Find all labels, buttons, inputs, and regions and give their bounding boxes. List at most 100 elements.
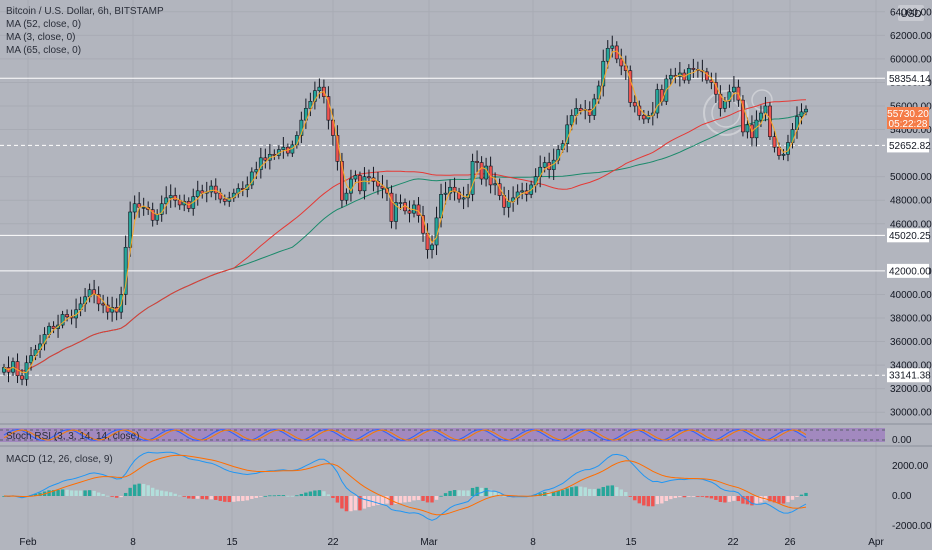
macd-hist-bar [718,496,723,502]
macd-hist-bar [804,492,808,496]
macd-hist-bar [592,489,596,496]
macd-hist-bar [308,491,313,496]
macd-hist-bar [651,496,655,507]
macd-hist-bar [385,496,389,504]
macd-hist-bar [452,490,457,496]
ma-52-label: MA (52, close, 0) [6,19,81,30]
macd-hist-bar [799,494,804,496]
macd-hist-bar [326,494,331,496]
macd-hist-bar [714,496,718,500]
macd-hist-bar [790,496,795,500]
macd-hist-bar [69,490,74,496]
macd-hist-bar [497,493,502,496]
macd-hist-bar [227,496,231,503]
macd-hist-bar [547,492,551,496]
macd-hist-bar [254,496,259,498]
macd-hist-bar [119,496,123,498]
candle-body [799,111,804,117]
candle-body [340,161,344,201]
candle-body [430,244,434,250]
candle-body [150,209,155,221]
macd-hist-bar [412,496,416,501]
macd-hist-bar [87,490,92,496]
macd-hist-bar [123,492,128,496]
price-tick-label: 64000.00 [890,7,932,18]
candle-body [461,197,466,200]
macd-hist-bar [304,492,308,496]
macd-hist-bar [51,490,56,496]
macd-hist-bar [502,495,506,497]
macd-hist-bar [597,488,601,496]
time-axis[interactable]: Feb 8 15 22 Mar 8 15 22 26 Apr [19,537,884,548]
price-tick-label: 48000.00 [890,196,932,207]
candle-body [141,206,146,209]
candle-body [317,86,322,91]
macd-hist-bar [92,490,96,496]
macd-hist-bar [232,496,236,502]
candle-body [668,75,673,80]
candle-body [759,112,763,121]
stoch-tick: 0.00 [892,435,912,446]
candle-body [128,211,133,248]
candle-body [385,188,389,194]
macd-hist-bar [344,496,349,512]
macd-hist-bar [169,492,173,496]
macd-hist-bar [664,496,669,502]
time-tick-label: Apr [868,537,884,548]
macd-hist-bar [475,486,479,496]
macd-hist-bar [434,496,439,500]
candle-body [610,45,615,49]
macd-hist-bar [398,496,403,503]
watermark-logo [703,89,773,136]
macd-hist-bar [56,489,60,496]
candle-body [51,325,56,329]
macd-hist-bar [196,496,200,499]
ma-3-label: MA (3, close, 0) [6,32,75,43]
macd-tick-bottom: -2000.00 [892,521,932,532]
macd-hist-bar [574,486,578,496]
macd-hist-bar [425,496,430,503]
macd-hist-bar [466,490,470,496]
candle-body [601,60,606,87]
candle-body [732,86,736,93]
macd-hist-bar [610,485,614,496]
macd-hist-bar [335,496,340,503]
candle-body [326,96,331,121]
macd-hist-bar [141,483,146,496]
macd-hist-bar [155,489,159,496]
candle-body [65,314,69,318]
candle-body [299,119,304,136]
macd-hist-bar [759,496,763,503]
macd-hist-bar [159,490,164,496]
candle-body [646,115,651,120]
macd-hist-bar [236,496,240,502]
macd-hist-bar [214,496,218,500]
macd-hist-bar [268,495,272,497]
macd-hist-bar [60,489,65,496]
candle-body [349,178,353,194]
candle-body [691,68,696,70]
macd-hist-bar [479,487,484,496]
candle-body [123,247,128,295]
candle-body [605,47,610,62]
macd-hist-bar [223,496,227,502]
macd-hist-bar [299,494,304,496]
macd-hist-bar [579,486,583,496]
macd-hist-bar [781,496,786,504]
candle-body [353,175,358,180]
macd-hist-bar [678,496,682,498]
macd-hist-bar [700,496,705,497]
macd-hist-bar [250,496,254,499]
time-tick-label: 8 [130,537,136,548]
stoch-rsi-pane: Stoch RSI (3, 3, 14, 14, close) 0.00 [0,428,912,446]
candle-body [60,314,65,326]
macd-hist-bar [150,487,155,496]
currency-badge[interactable]: USD [898,5,924,21]
macd-hist-bar [182,496,186,497]
time-tick-label: 15 [625,537,637,548]
time-tick-label: Feb [19,537,37,548]
candle-body [20,375,24,380]
level-price-tags: 58354.14 52652.82 45020.25 42000.00 33141.38 [887,71,931,383]
candle-body [484,165,489,180]
